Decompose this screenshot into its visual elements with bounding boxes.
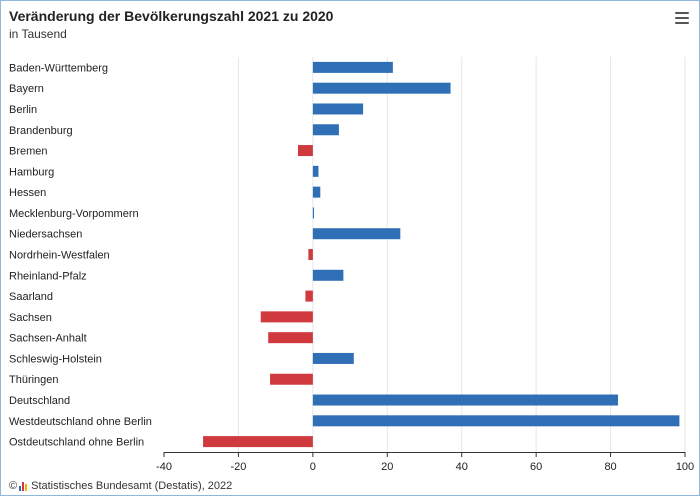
category-label: Sachsen-Anhalt	[9, 333, 87, 345]
category-label: Deutschland	[9, 395, 70, 407]
category-label: Hamburg	[9, 166, 54, 178]
category-label: Nordrhein-Westfalen	[9, 250, 110, 262]
destatis-logo-icon	[19, 481, 28, 491]
bar	[312, 165, 319, 177]
category-label: Niedersachsen	[9, 229, 82, 241]
chart-subtitle: in Tausend	[9, 27, 67, 41]
copyright-symbol: ©	[9, 480, 18, 492]
category-label: Schleswig-Holstein	[9, 353, 102, 365]
x-tick-label: -40	[156, 461, 172, 473]
x-tick-label: 0	[310, 461, 316, 473]
bar	[312, 103, 364, 115]
bar	[312, 394, 619, 406]
source-text: Statistisches Bundesamt (Destatis), 2022	[31, 480, 233, 492]
bar	[312, 186, 321, 198]
bar	[270, 373, 313, 385]
category-label: Brandenburg	[9, 125, 73, 137]
bar	[312, 207, 314, 219]
source-footer: © Statistisches Bundesamt (Destatis), 20…	[9, 480, 232, 492]
bar	[312, 228, 401, 240]
category-label: Bayern	[9, 83, 44, 95]
x-tick-label: 80	[604, 461, 616, 473]
bar	[268, 332, 313, 344]
category-label: Ostdeutschland ohne Berlin	[9, 437, 144, 449]
x-tick-label: -20	[230, 461, 246, 473]
bar	[297, 145, 313, 157]
bar	[312, 61, 393, 73]
hamburger-menu-icon[interactable]	[675, 12, 689, 24]
chart-title: Veränderung der Bevölkerungszahl 2021 zu…	[9, 8, 334, 24]
bar	[312, 124, 339, 136]
category-label: Sachsen	[9, 312, 52, 324]
x-tick-label: 40	[456, 461, 468, 473]
bar	[312, 352, 354, 364]
category-label: Hessen	[9, 187, 46, 199]
x-tick-label: 20	[381, 461, 393, 473]
category-label: Westdeutschland ohne Berlin	[9, 416, 152, 428]
category-label: Baden-Württemberg	[9, 62, 108, 74]
bar	[305, 290, 313, 302]
bar	[203, 436, 313, 448]
category-label: Saarland	[9, 291, 53, 303]
category-label: Berlin	[9, 104, 37, 116]
bar	[312, 415, 680, 427]
x-tick-label: 100	[676, 461, 694, 473]
category-label: Mecklenburg-Vorpommern	[9, 208, 139, 220]
category-label: Rheinland-Pfalz	[9, 270, 87, 282]
bar	[312, 82, 451, 94]
bar	[312, 269, 344, 281]
x-tick-label: 60	[530, 461, 542, 473]
bar	[308, 249, 313, 260]
bar	[260, 311, 313, 323]
category-label: Thüringen	[9, 374, 59, 386]
category-label: Bremen	[9, 146, 48, 158]
